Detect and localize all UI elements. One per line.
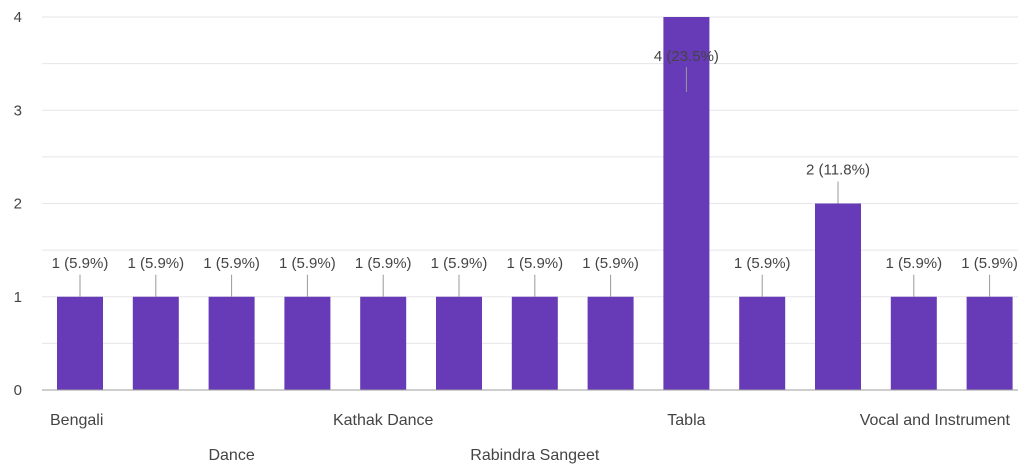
x-category-label: Vocal and Instrument xyxy=(860,412,1011,429)
y-tick-label: 3 xyxy=(14,102,22,119)
y-tick-label: 4 xyxy=(14,9,22,26)
bar xyxy=(284,296,331,390)
y-axis-ticks: 0 1 2 3 4 xyxy=(14,9,22,399)
data-label: 1 (5.9%) xyxy=(431,255,488,272)
data-label: 1 (5.9%) xyxy=(279,255,336,272)
bar xyxy=(436,296,482,390)
data-labels: 1 (5.9%) 1 (5.9%) 1 (5.9%) 1 (5.9%) 1 (5.9%)… xyxy=(52,48,1018,297)
data-label: 1 (5.9%) xyxy=(885,255,942,272)
bar xyxy=(511,296,558,390)
bar xyxy=(132,296,179,390)
data-label: 1 (5.9%) xyxy=(734,255,791,272)
bars xyxy=(57,17,1013,390)
x-axis-labels: Bengali Dance Kathak Dance Rabindra Sangeet… xyxy=(50,412,1011,464)
x-category-label: Rabindra Sangeet xyxy=(470,447,600,464)
data-label: 1 (5.9%) xyxy=(127,255,184,272)
data-label: 4 (23.5%) xyxy=(654,48,719,65)
bar xyxy=(966,296,1013,390)
data-label: 1 (5.9%) xyxy=(52,255,109,272)
x-category-label: Bengali xyxy=(50,412,103,429)
x-category-label: Dance xyxy=(208,447,254,464)
bar xyxy=(360,296,407,390)
data-label: 2 (11.8%) xyxy=(806,162,870,179)
bar xyxy=(208,296,255,390)
y-tick-label: 1 xyxy=(14,289,22,306)
bar xyxy=(587,296,634,390)
x-category-label: Kathak Dance xyxy=(333,412,434,429)
gridlines xyxy=(42,16,1018,344)
y-tick-label: 0 xyxy=(14,382,22,399)
data-label: 1 (5.9%) xyxy=(203,255,260,272)
data-label: 1 (5.9%) xyxy=(506,255,563,272)
y-tick-label: 2 xyxy=(14,196,22,213)
x-category-label: Tabla xyxy=(667,412,705,429)
bar xyxy=(57,296,103,390)
bar xyxy=(739,296,786,390)
bar xyxy=(815,203,861,390)
data-label: 1 (5.9%) xyxy=(355,255,412,272)
data-label: 1 (5.9%) xyxy=(582,255,639,272)
bar xyxy=(890,296,937,390)
data-label: 1 (5.9%) xyxy=(961,255,1018,272)
